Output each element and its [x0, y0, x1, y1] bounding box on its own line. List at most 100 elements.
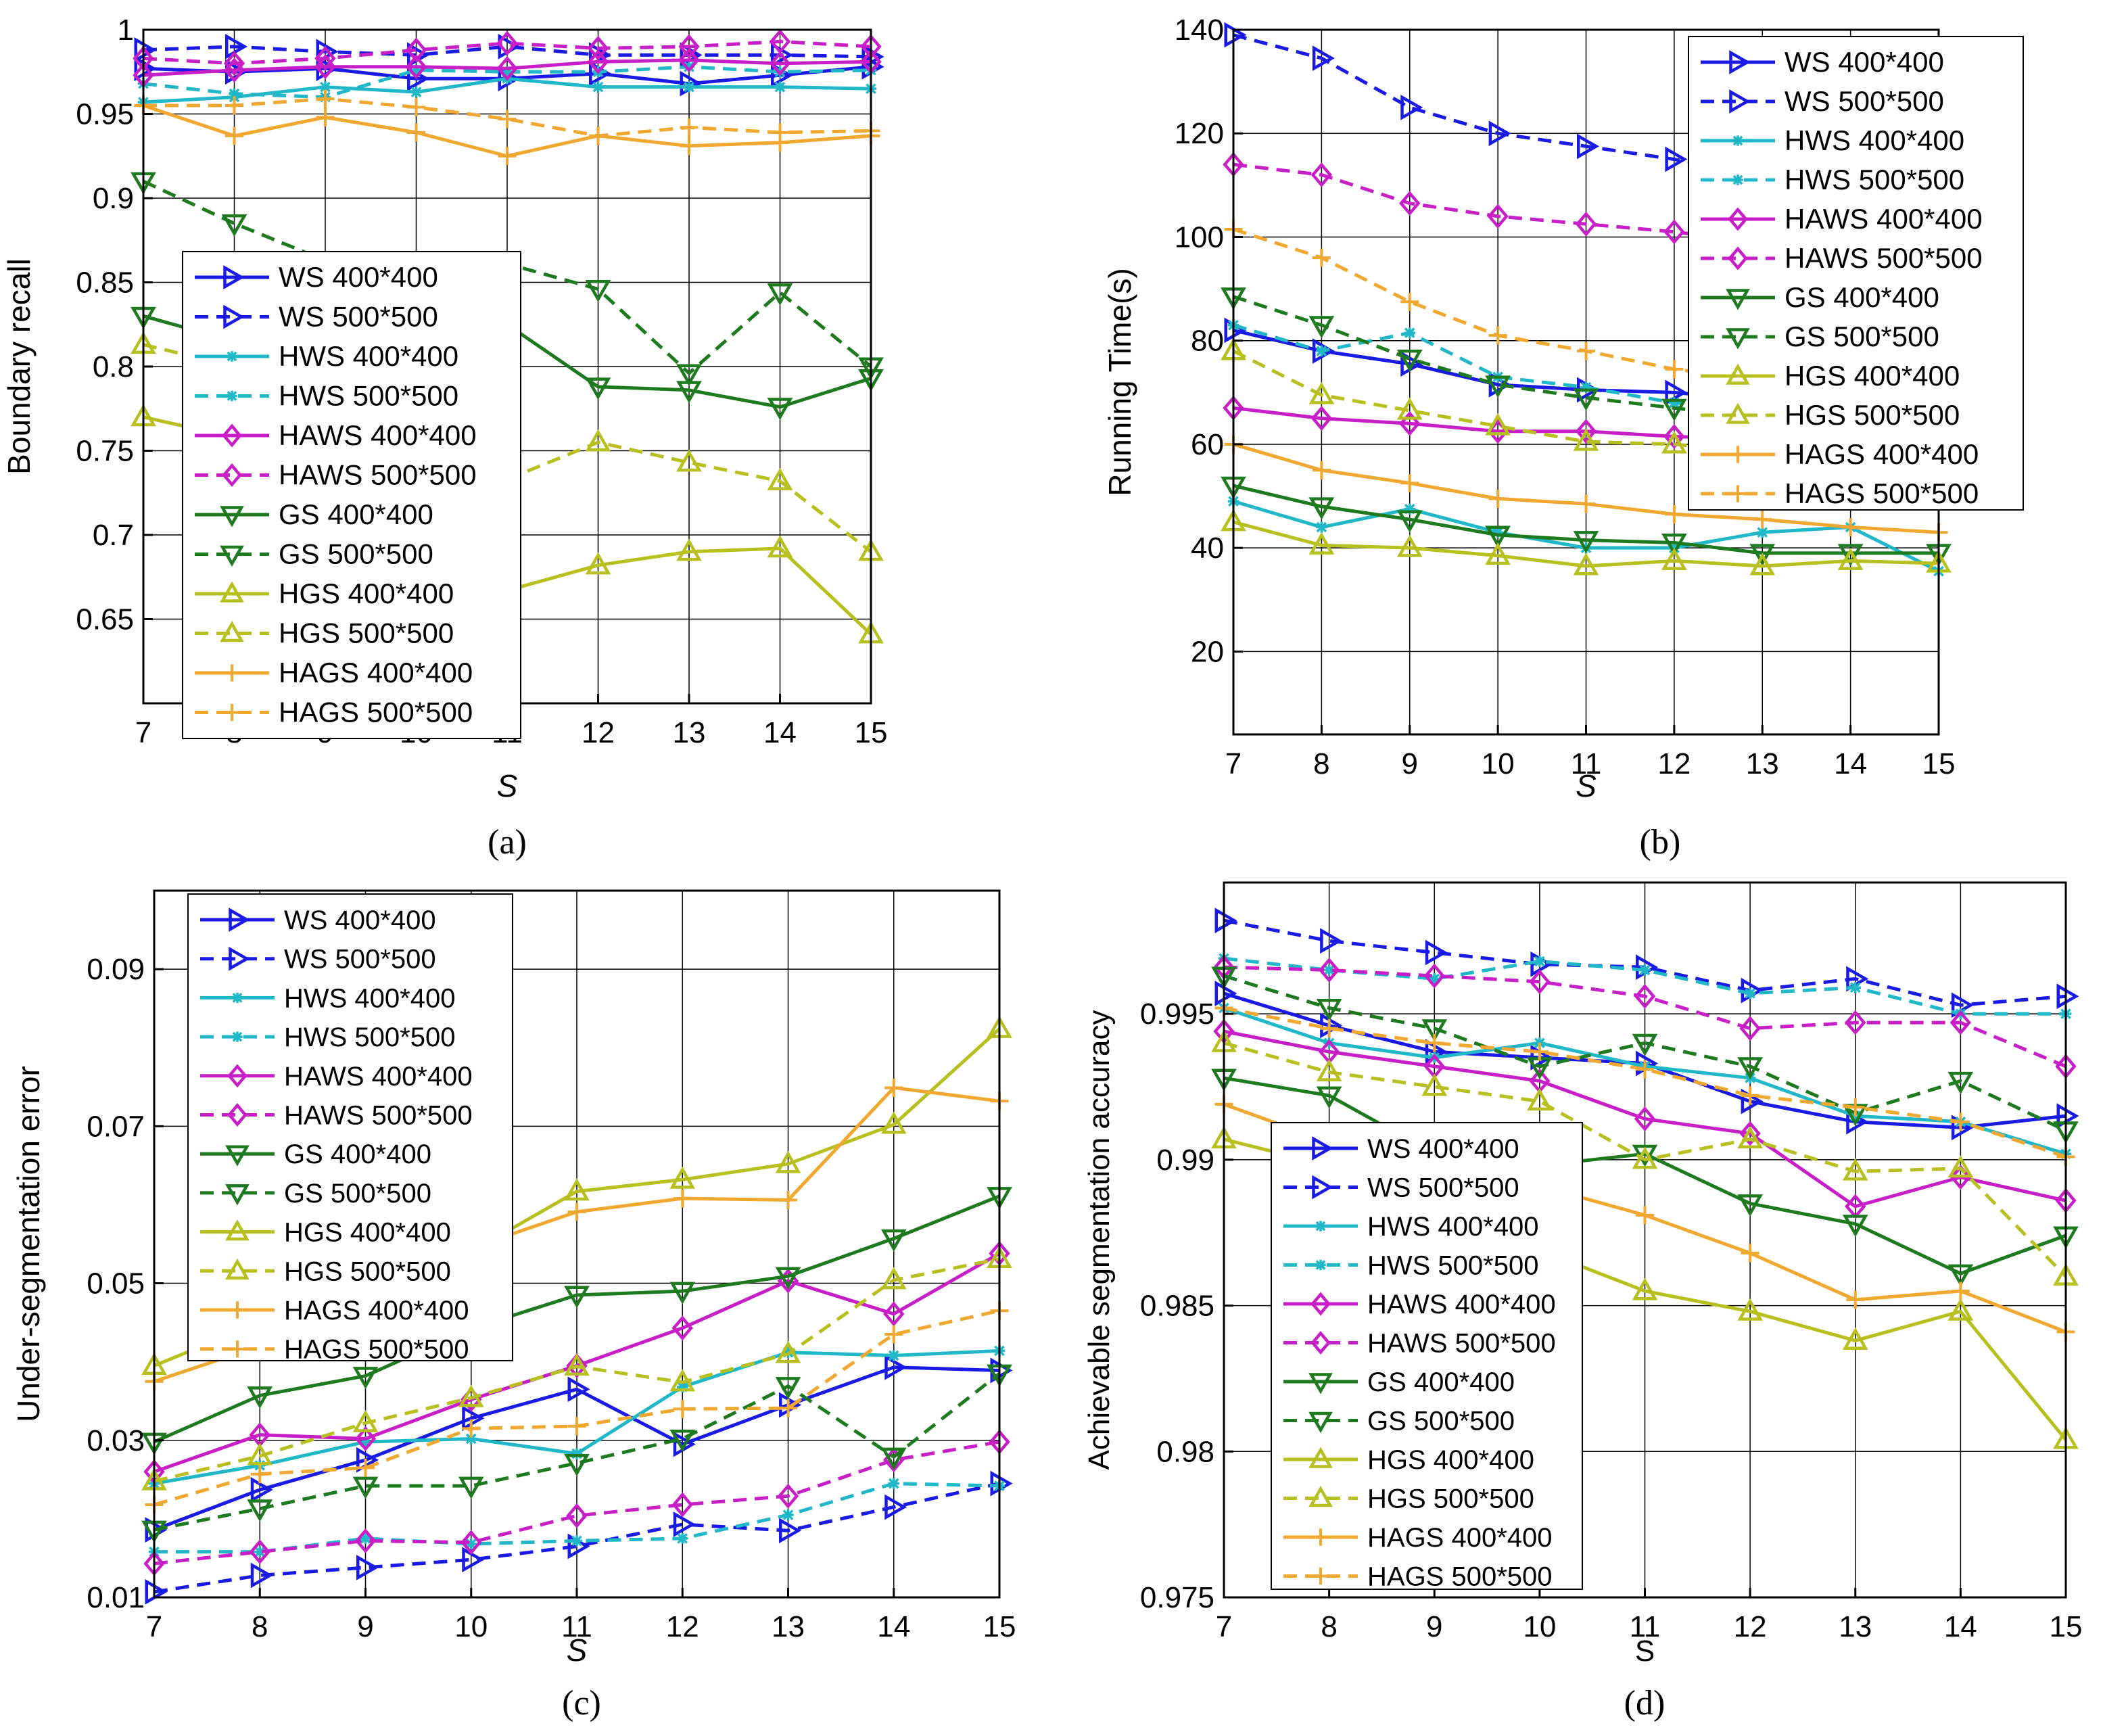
legend-marker	[1732, 135, 1743, 146]
legend-marker	[1726, 289, 1750, 310]
x-tick-label: 11	[561, 1610, 592, 1643]
data-point	[775, 1340, 801, 1363]
legend-marker	[1729, 485, 1747, 502]
data-point	[1308, 532, 1335, 555]
legend-entry-haws-400x400: HAWS 400*400	[195, 419, 477, 451]
data-point	[1320, 928, 1343, 954]
data-point	[225, 96, 243, 115]
legend-entry-hgs-400x400: HGS 400*400	[195, 578, 454, 609]
data-point	[589, 126, 607, 145]
data-point	[1423, 963, 1445, 989]
data-point	[1846, 966, 1869, 992]
data-point	[884, 1078, 903, 1097]
series-line	[143, 97, 872, 138]
legend-entry-ws-400x400: WS 400*400	[1701, 46, 1944, 78]
data-point	[1665, 360, 1684, 379]
legend-entry-hags-500x500: HAGS 500*500	[1283, 1562, 1553, 1592]
data-point	[678, 34, 700, 60]
data-point	[676, 449, 702, 472]
data-point	[566, 1503, 588, 1528]
data-point	[1846, 1290, 1865, 1309]
y-tick-label: 0.995	[1140, 998, 1214, 1031]
data-point	[564, 1453, 590, 1476]
data-point	[225, 34, 248, 60]
data-point	[316, 108, 335, 126]
data-point	[1846, 1098, 1865, 1117]
legend-marker	[1728, 246, 1748, 271]
legend-label: WS 500*500	[279, 301, 438, 333]
legend-entry-hws-500x500: HWS 500*500	[1701, 164, 1964, 195]
x-tick-label: 15	[855, 716, 888, 749]
data-point	[1316, 1086, 1342, 1109]
legend-label: HGS 400*400	[1785, 360, 1960, 392]
legend-label: HGS 500*500	[1367, 1484, 1534, 1514]
data-point	[223, 51, 245, 76]
series-line	[153, 1440, 1000, 1566]
data-point	[1425, 1033, 1444, 1052]
data-point	[1947, 1155, 1974, 1178]
data-point	[775, 1267, 801, 1290]
data-point	[1488, 120, 1511, 147]
data-point	[669, 1429, 696, 1452]
x-axis-label: S	[497, 768, 518, 803]
data-point	[465, 1433, 477, 1445]
y-tick-label: 0.98	[1156, 1435, 1214, 1468]
data-point	[680, 137, 699, 156]
legend-entry-ws-400x400: WS 400*400	[1283, 1134, 1519, 1164]
data-point	[2056, 1103, 2079, 1129]
legend-entry-ws-500x500: WS 500*500	[1283, 1173, 1519, 1203]
data-point	[880, 1267, 907, 1290]
data-point	[314, 45, 336, 71]
x-tick-label: 15	[1922, 747, 1956, 780]
legend-label: HAWS 500*500	[284, 1101, 473, 1131]
data-point	[1737, 1194, 1764, 1217]
data-point	[1323, 964, 1335, 976]
data-point	[775, 1150, 801, 1173]
x-tick-label: 13	[1746, 747, 1779, 780]
legend-label: WS 400*400	[1785, 46, 1944, 78]
data-point	[462, 1547, 485, 1573]
legend-entry-gs-500x500: GS 500*500	[195, 538, 433, 570]
panel-caption: (b)	[1640, 823, 1681, 862]
data-point	[247, 1499, 273, 1522]
legend-entry-hws-400x400: HWS 400*400	[1701, 124, 1964, 156]
data-point	[462, 1419, 481, 1438]
legend-marker	[225, 1219, 250, 1241]
legend-marker	[229, 946, 250, 971]
data-point	[1312, 248, 1331, 267]
data-point	[1487, 204, 1509, 229]
data-point	[769, 28, 791, 54]
series-hags-400x400	[1224, 435, 1948, 542]
legend-marker	[1312, 1136, 1333, 1160]
data-point	[1396, 510, 1423, 533]
data-point	[1573, 553, 1599, 576]
data-point	[496, 30, 518, 56]
data-point	[1421, 1019, 1448, 1042]
y-tick-label: 140	[1175, 14, 1224, 47]
data-point	[585, 279, 611, 302]
y-tick-label: 0.7	[93, 519, 134, 552]
legend-label: HGS 500*500	[1785, 399, 1960, 431]
y-axis-label: Boundary recall	[1, 258, 37, 475]
data-point	[1534, 956, 1546, 967]
data-point	[1573, 428, 1599, 451]
series-line	[153, 1257, 1000, 1483]
series-line	[153, 1194, 1000, 1444]
series-line	[1223, 1076, 2066, 1275]
y-tick-label: 100	[1175, 220, 1224, 254]
data-point	[1665, 505, 1684, 523]
data-point	[405, 54, 427, 80]
legend-label: HGS 400*400	[1367, 1445, 1534, 1475]
legend-entry-haws-400x400: HAWS 400*400	[200, 1062, 473, 1092]
y-tick-label: 60	[1191, 428, 1224, 461]
data-point	[1842, 1158, 1868, 1181]
legend-entry-hws-400x400: HWS 400*400	[195, 340, 458, 372]
legend-label: HWS 500*500	[1785, 164, 1964, 195]
legend-entry-hws-400x400: HWS 400*400	[1283, 1212, 1538, 1242]
legend-box	[1688, 36, 2024, 511]
legend-marker	[1729, 89, 1751, 114]
legend-marker	[229, 908, 250, 932]
data-point	[587, 49, 609, 74]
data-point	[316, 89, 335, 108]
legend-marker	[1310, 1292, 1331, 1316]
